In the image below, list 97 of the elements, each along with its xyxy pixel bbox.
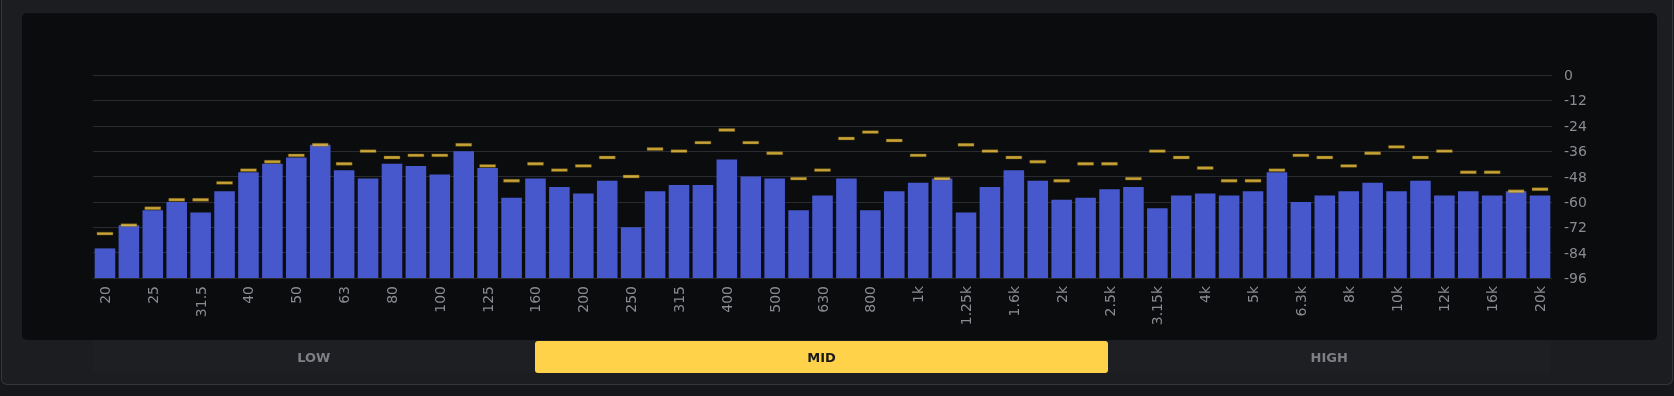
bar: [860, 210, 881, 278]
bar: [118, 225, 140, 278]
x-tick-label: 8k: [1340, 285, 1357, 304]
x-tick-label: 800: [862, 286, 879, 313]
x-tick-label: 315: [670, 286, 687, 313]
bar: [1505, 191, 1527, 278]
x-tick-label: 125: [479, 286, 496, 313]
x-tick-label: 100: [431, 286, 448, 313]
x-tick-label: 250: [623, 286, 640, 313]
bar: [453, 151, 475, 278]
bar: [1075, 197, 1096, 278]
bar: [190, 212, 211, 278]
x-tick-label: 3.15k: [1149, 285, 1166, 326]
bar: [309, 144, 331, 278]
x-tick-label: 1k: [910, 285, 927, 304]
y-tick-label: -96: [1564, 270, 1587, 286]
bar: [1242, 191, 1264, 278]
y-tick-label: 0: [1564, 67, 1573, 83]
x-tick-label: 31.5: [192, 286, 209, 318]
bar: [836, 178, 857, 278]
bar: [1481, 195, 1503, 278]
x-tick-label: 20k: [1532, 285, 1549, 312]
x-tick-label: 2k: [1053, 285, 1070, 304]
bar: [1362, 182, 1383, 278]
bar: [740, 176, 762, 278]
x-tick-label: 1.25k: [958, 285, 975, 326]
y-tick-label: -72: [1564, 219, 1587, 236]
x-tick-label: 10k: [1388, 285, 1405, 312]
x-tick-label: 63: [336, 286, 353, 304]
y-tick-label: -84: [1564, 244, 1587, 261]
bar: [1338, 191, 1359, 278]
x-tick-label: 80: [383, 286, 400, 304]
x-tick-label: 25: [144, 286, 161, 304]
bar: [1027, 180, 1049, 278]
bar: [1003, 170, 1025, 278]
x-tick-label: 500: [766, 286, 783, 313]
x-tick-label: 4k: [1197, 285, 1214, 304]
bar: [788, 210, 809, 278]
text: LOW: [93, 341, 535, 373]
y-tick-label: -12: [1564, 92, 1587, 109]
bar: [692, 184, 714, 278]
x-tick-label: 12k: [1436, 285, 1453, 312]
y-tick-label: -60: [1564, 193, 1587, 210]
bar: [668, 184, 690, 278]
x-tick-label: 6.3k: [1292, 285, 1309, 317]
bar: [907, 182, 929, 278]
x-tick-label: 50: [288, 286, 305, 304]
x-tick-label: 400: [718, 286, 735, 313]
x-tick-label: 200: [575, 286, 592, 313]
bar: [812, 195, 833, 278]
bar: [1099, 189, 1120, 278]
bar: [501, 197, 522, 278]
bar: [1314, 195, 1336, 278]
bar: [1386, 191, 1407, 278]
bar: [573, 193, 594, 278]
bar: [525, 178, 546, 278]
bar: [1458, 191, 1479, 278]
bar: [931, 178, 953, 278]
x-tick-label: 20: [96, 286, 113, 304]
x-tick-label: 160: [527, 286, 544, 313]
bar: [1123, 187, 1144, 278]
bar: [405, 165, 427, 278]
bar: [214, 191, 235, 278]
text: HIGH: [1108, 341, 1550, 373]
bar: [1194, 193, 1216, 278]
bar: [955, 212, 977, 278]
text: MID: [534, 341, 1109, 373]
bar: [716, 159, 738, 278]
x-tick-label: 5k: [1245, 285, 1262, 304]
x-tick-label: 630: [814, 286, 831, 313]
bar: [1290, 201, 1312, 278]
bar: [94, 248, 116, 278]
y-tick-label: -48: [1564, 168, 1587, 185]
y-tick-label: -36: [1564, 143, 1587, 160]
bar: [429, 174, 451, 278]
x-tick-label: 2.5k: [1101, 285, 1118, 317]
bar: [764, 178, 785, 278]
bar: [381, 163, 403, 278]
bar: [1410, 180, 1431, 278]
bar: [596, 180, 618, 278]
x-tick-label: 1.6k: [1005, 285, 1022, 317]
bar: [333, 170, 355, 278]
bar: [644, 191, 666, 278]
bar: [1434, 195, 1455, 278]
bar: [883, 191, 905, 278]
bar: [357, 178, 379, 278]
bar: [1218, 195, 1240, 278]
y-tick-label: -24: [1564, 117, 1587, 134]
x-tick-label: 16k: [1484, 285, 1501, 312]
bar: [1170, 195, 1192, 278]
bar: [979, 187, 1001, 278]
bar: [1529, 195, 1551, 278]
bar: [1147, 208, 1168, 278]
x-tick-label: 40: [240, 286, 257, 304]
bar: [1051, 199, 1072, 278]
bar: [620, 227, 642, 278]
bar: [549, 187, 570, 278]
